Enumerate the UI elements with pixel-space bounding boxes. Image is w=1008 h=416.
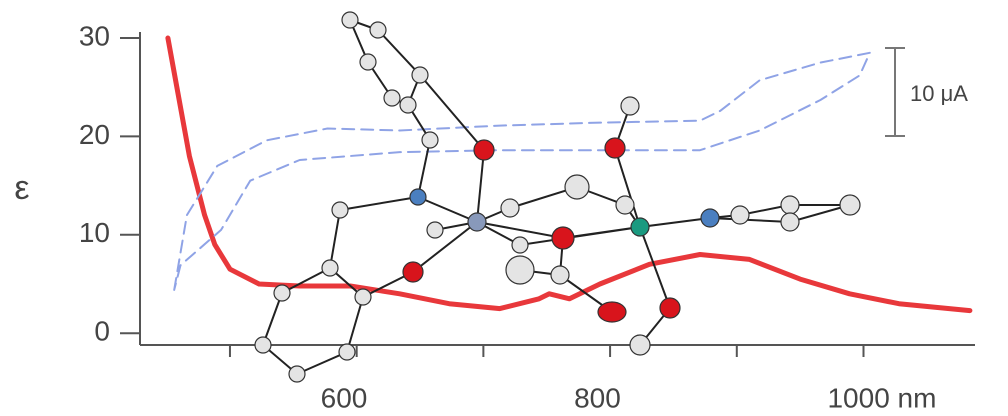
atom	[781, 196, 799, 214]
scale-bar: 10 μA	[885, 48, 968, 136]
atom	[370, 22, 386, 38]
atom	[621, 97, 639, 115]
atom	[605, 138, 625, 158]
atom	[342, 12, 358, 28]
atom	[731, 206, 749, 224]
cv-trace	[174, 53, 870, 290]
y-axis-label: ε	[14, 169, 29, 207]
atom	[512, 237, 528, 253]
atom	[565, 175, 589, 199]
atom	[616, 196, 634, 214]
x-tick-label: 1000 nm	[827, 382, 936, 413]
atom	[410, 189, 426, 205]
chart: ε 10 μA	[0, 0, 1008, 416]
atom	[840, 195, 860, 215]
y-tick-label: 10	[79, 217, 110, 248]
atom	[400, 97, 416, 113]
atom	[412, 67, 428, 83]
atom	[422, 132, 438, 148]
atom	[255, 337, 271, 353]
atom	[630, 335, 650, 355]
atom	[781, 213, 799, 231]
traces	[168, 38, 970, 311]
bond-chain	[363, 75, 484, 297]
bonds	[263, 20, 850, 374]
y-tick-label: 0	[94, 316, 110, 347]
x-tick-label: 600	[321, 382, 368, 413]
atom	[339, 344, 355, 360]
y-tick-label: 20	[79, 119, 110, 150]
atom	[384, 90, 400, 106]
atom	[660, 298, 680, 318]
x-tick-label: 800	[574, 382, 621, 413]
scale-bar-label: 10 μA	[910, 81, 968, 106]
atom	[501, 199, 519, 217]
carbon-atoms	[255, 12, 860, 382]
atom	[631, 218, 649, 236]
atom	[598, 302, 626, 322]
bond-chain	[263, 20, 430, 374]
atom	[701, 209, 719, 227]
atom	[332, 202, 348, 218]
atom	[403, 262, 423, 282]
atom	[274, 285, 290, 301]
atom	[468, 213, 486, 231]
atom	[360, 54, 376, 70]
y-tick-label: 30	[79, 20, 110, 51]
molecule	[255, 12, 860, 382]
atom	[289, 366, 305, 382]
spectrum-line	[168, 38, 970, 311]
atom	[551, 266, 569, 284]
atom	[552, 227, 574, 249]
atom	[474, 140, 494, 160]
atom	[322, 260, 338, 276]
atom	[355, 289, 371, 305]
atom	[506, 256, 534, 284]
atom	[427, 222, 443, 238]
